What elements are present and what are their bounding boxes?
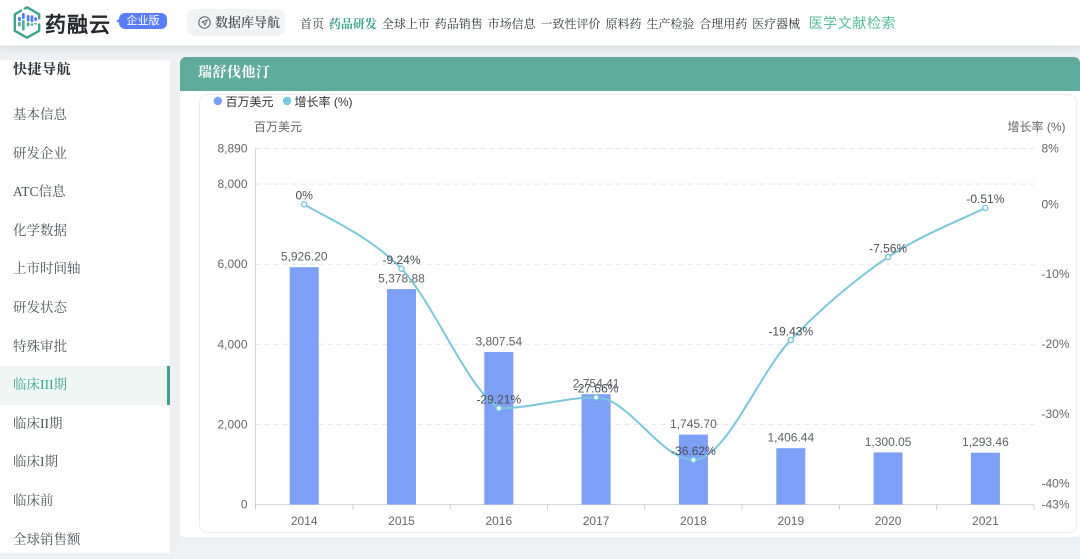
- svg-text:2016: 2016: [485, 514, 512, 528]
- svg-text:1,406.44: 1,406.44: [767, 431, 814, 445]
- svg-text:增长率 (%): 增长率 (%): [1008, 119, 1066, 134]
- svg-text:6,000: 6,000: [217, 257, 247, 271]
- svg-text:百万美元: 百万美元: [254, 120, 302, 134]
- svg-text:2018: 2018: [680, 514, 707, 528]
- svg-text:-36.62%: -36.62%: [671, 444, 716, 458]
- svg-text:百万美元: 百万美元: [226, 95, 274, 109]
- svg-text:1,293.46: 1,293.46: [962, 435, 1009, 449]
- svg-text:-43%: -43%: [1042, 498, 1070, 512]
- svg-text:4,000: 4,000: [217, 337, 247, 351]
- svg-text:1,745.70: 1,745.70: [670, 417, 717, 431]
- svg-text:2014: 2014: [291, 514, 318, 528]
- svg-text:5,378.88: 5,378.88: [378, 272, 425, 286]
- svg-text:8,000: 8,000: [217, 177, 247, 191]
- svg-text:-30%: -30%: [1042, 407, 1070, 421]
- svg-text:2019: 2019: [777, 514, 804, 528]
- svg-text:0%: 0%: [1042, 197, 1060, 211]
- svg-text:-10%: -10%: [1042, 267, 1070, 281]
- svg-text:2,754.41: 2,754.41: [573, 377, 620, 391]
- svg-text:8%: 8%: [1042, 142, 1060, 156]
- svg-text:8,890: 8,890: [217, 142, 247, 156]
- svg-text:0: 0: [241, 498, 248, 512]
- svg-text:2021: 2021: [972, 514, 999, 528]
- svg-text:1,300.05: 1,300.05: [865, 435, 912, 449]
- svg-text:2,000: 2,000: [217, 417, 247, 431]
- svg-text:-19.43%: -19.43%: [768, 324, 813, 338]
- svg-text:-27.66%: -27.66%: [574, 382, 619, 396]
- svg-text:-9.24%: -9.24%: [382, 253, 420, 267]
- svg-text:3,807.54: 3,807.54: [475, 335, 522, 349]
- svg-text:2017: 2017: [583, 514, 610, 528]
- svg-text:2020: 2020: [875, 514, 902, 528]
- svg-text:-7.56%: -7.56%: [869, 241, 907, 255]
- svg-text:-20%: -20%: [1042, 337, 1070, 351]
- svg-text:0%: 0%: [296, 189, 314, 203]
- svg-text:-29.21%: -29.21%: [476, 393, 521, 407]
- svg-text:-40%: -40%: [1042, 477, 1070, 491]
- svg-text:增长率 (%): 增长率 (%): [295, 94, 353, 109]
- svg-text:5,926.20: 5,926.20: [281, 250, 328, 264]
- svg-text:2015: 2015: [388, 514, 415, 528]
- svg-text:-0.51%: -0.51%: [966, 192, 1004, 206]
